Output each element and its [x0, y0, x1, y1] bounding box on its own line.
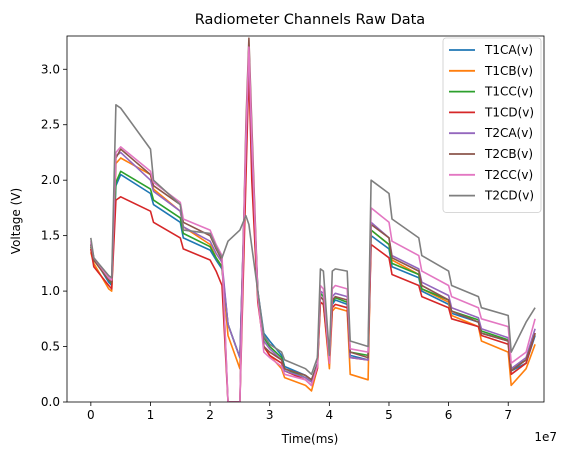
y-tick-label: 1.0 [41, 284, 60, 298]
y-tick-label: 3.0 [41, 62, 60, 76]
x-axis: 0 1 2 3 4 5 6 7 [87, 402, 512, 422]
x-tick-label: 5 [385, 408, 393, 422]
y-axis: 0.0 0.5 1.0 1.5 2.0 2.5 3.0 [41, 62, 67, 409]
x-tick-label: 4 [326, 408, 334, 422]
legend: T1CA(v) T1CB(v) T1CC(v) T1CD(v) T2CA(v) T2CB(… [442, 37, 542, 213]
y-tick-label: 2.5 [41, 118, 60, 132]
y-axis-label: Voltage (V) [9, 188, 23, 254]
x-tick-label: 7 [504, 408, 512, 422]
plot-frame [66, 35, 545, 403]
legend-entry: T1CC(v) [484, 85, 533, 99]
series-line-8 [90, 104, 536, 376]
y-tick-label: 0.0 [41, 395, 60, 409]
legend-entry: T2CD(v) [484, 189, 534, 203]
legend-entry: T1CD(v) [484, 105, 534, 119]
y-tick-label: 0.5 [41, 340, 60, 354]
plot-area [66, 35, 545, 403]
series-line-6 [90, 37, 536, 402]
x-tick-label: 0 [87, 408, 95, 422]
legend-entry: T1CA(v) [484, 43, 533, 57]
legend-entry: T1CB(v) [484, 64, 533, 78]
legend-box [442, 37, 542, 213]
x-tick-label: 6 [445, 408, 453, 422]
legend-entry: T2CC(v) [484, 168, 533, 182]
x-tick-label: 2 [206, 408, 214, 422]
legend-entry: T2CB(v) [484, 147, 533, 161]
y-tick-label: 2.0 [41, 173, 60, 187]
legend-entry: T2CA(v) [484, 126, 533, 140]
chart-title: Radiometer Channels Raw Data [195, 12, 425, 28]
x-offset-label: 1e7 [534, 430, 557, 444]
x-axis-label: Time(ms) [281, 432, 339, 446]
y-tick-label: 1.5 [41, 229, 60, 243]
series-line-5 [90, 46, 536, 383]
x-tick-label: 3 [266, 408, 274, 422]
x-tick-label: 1 [147, 408, 155, 422]
